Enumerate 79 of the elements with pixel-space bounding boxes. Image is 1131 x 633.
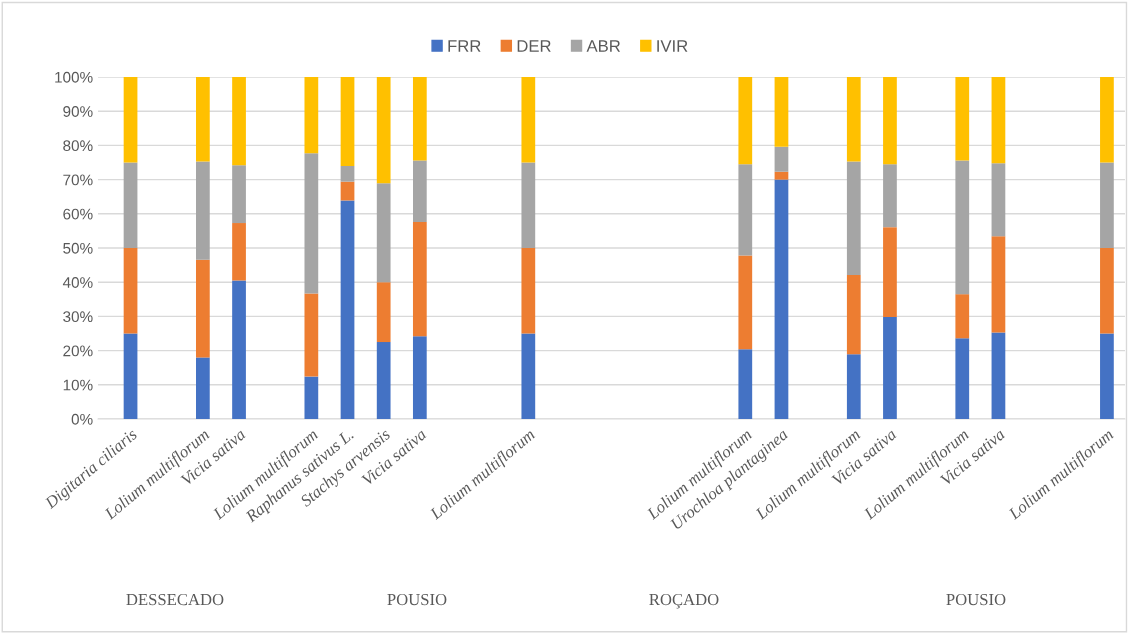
bar xyxy=(774,171,789,180)
bar xyxy=(376,342,391,419)
bar xyxy=(232,223,246,281)
bar xyxy=(304,293,319,377)
bar xyxy=(1100,77,1114,163)
bar xyxy=(376,183,391,283)
bar xyxy=(955,338,970,419)
legend-label: FRR xyxy=(448,40,481,52)
bar xyxy=(846,77,861,162)
bar xyxy=(412,222,427,337)
bar xyxy=(991,77,1006,164)
bar xyxy=(521,248,536,334)
bar xyxy=(232,280,246,419)
bar xyxy=(883,227,897,318)
bar xyxy=(1100,162,1114,248)
legend-label: IVIR xyxy=(657,40,688,52)
y-tick-label: 10% xyxy=(63,379,93,391)
bar xyxy=(232,165,246,224)
y-tick-label: 70% xyxy=(63,174,93,186)
bar xyxy=(883,77,897,165)
bar xyxy=(376,77,391,184)
bar xyxy=(196,357,210,419)
bar xyxy=(340,200,355,419)
bar xyxy=(846,161,861,276)
bar xyxy=(738,255,753,350)
bar xyxy=(774,179,789,419)
bar xyxy=(883,164,897,228)
bar xyxy=(340,181,355,201)
text: POUSIO xyxy=(387,593,447,606)
bar xyxy=(376,282,391,343)
legend-label: ABR xyxy=(586,40,621,52)
bar xyxy=(304,153,319,294)
bar xyxy=(774,146,789,172)
bar xyxy=(123,333,138,419)
y-tick-label: 80% xyxy=(63,140,93,152)
y-tick-label: 60% xyxy=(63,208,93,220)
bar xyxy=(196,259,210,358)
bar xyxy=(412,160,427,223)
bar xyxy=(883,317,897,419)
y-tick-label: 90% xyxy=(63,106,93,117)
bar xyxy=(991,163,1006,237)
bar xyxy=(1100,333,1114,419)
bar xyxy=(123,77,138,163)
bar xyxy=(196,77,210,162)
y-tick-label: 50% xyxy=(63,242,93,254)
bar xyxy=(340,165,355,182)
bar xyxy=(412,336,427,419)
y-tick-label: 40% xyxy=(62,277,93,288)
text: DESSECADO xyxy=(126,593,224,606)
y-tick-label: 100% xyxy=(55,71,93,83)
bar xyxy=(991,332,1006,419)
bar xyxy=(955,160,970,295)
bar xyxy=(232,77,246,166)
legend-label: DER xyxy=(517,40,551,52)
bar xyxy=(955,77,970,161)
bar xyxy=(846,275,861,355)
bar xyxy=(521,333,536,419)
bar xyxy=(340,77,355,166)
bar xyxy=(123,248,138,334)
bar xyxy=(991,236,1006,333)
text: ROÇADO xyxy=(649,593,719,609)
text: POUSIO xyxy=(946,593,1006,606)
y-tick-label: 0% xyxy=(71,413,93,425)
bar xyxy=(521,162,536,248)
y-tick-label: 20% xyxy=(63,345,93,357)
bar xyxy=(774,77,789,147)
bar xyxy=(955,294,970,339)
bar xyxy=(304,376,319,419)
bar xyxy=(304,77,319,154)
bar xyxy=(1100,248,1114,334)
bar xyxy=(738,77,753,165)
bar xyxy=(196,161,210,260)
bar xyxy=(412,77,427,161)
y-tick-label: 30% xyxy=(63,311,93,323)
bar xyxy=(846,354,861,419)
bar xyxy=(738,349,753,419)
bar xyxy=(521,77,536,163)
bar xyxy=(123,162,138,248)
bar xyxy=(738,164,753,256)
